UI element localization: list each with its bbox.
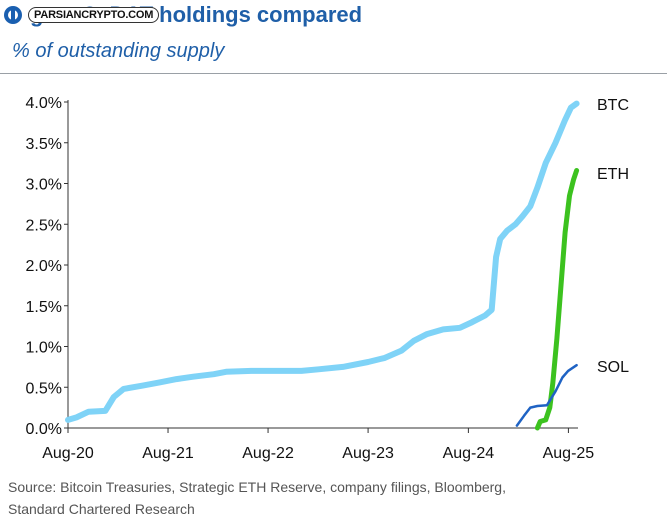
- series-label-sol: SOL: [597, 359, 629, 376]
- y-tick-label: 2.5%: [26, 217, 62, 234]
- parsiancrypto-logo-icon: [4, 6, 22, 24]
- y-tick-label: 1.0%: [26, 340, 62, 357]
- x-tick-label: Aug-24: [443, 445, 495, 462]
- x-tick-label: Aug-25: [543, 445, 595, 462]
- chart-subtitle: % of outstanding supply: [12, 40, 225, 62]
- series-line-btc: [65, 100, 580, 423]
- y-tick-label: 4.0%: [26, 95, 62, 112]
- x-tick-label: Aug-21: [142, 445, 194, 462]
- x-tick-label: Aug-23: [342, 445, 394, 462]
- y-tick-label: 0.5%: [26, 380, 62, 397]
- y-tick-label: 1.5%: [26, 299, 62, 316]
- source-line-2: Standard Chartered Research: [8, 501, 195, 517]
- series-line-sol: [515, 363, 578, 427]
- y-tick-label: 3.5%: [26, 136, 62, 153]
- x-tick-label: Aug-22: [242, 445, 294, 462]
- watermark: PARSIANCRYPTO.COM: [2, 4, 160, 26]
- y-tick-label: 3.0%: [26, 177, 62, 194]
- source-line-1: Source: Bitcoin Treasuries, Strategic ET…: [8, 479, 506, 495]
- series-label-btc: BTC: [597, 97, 629, 114]
- source-note: Source: Bitcoin Treasuries, Strategic ET…: [8, 476, 608, 520]
- series-line-eth: [534, 168, 580, 431]
- series-label-eth: ETH: [597, 166, 629, 183]
- y-tick-label: 0.0%: [26, 421, 62, 438]
- watermark-text: PARSIANCRYPTO.COM: [28, 7, 160, 23]
- y-tick-label: 2.0%: [26, 258, 62, 275]
- holdings-line-chart: 0.0% 0.5% 1.0% 1.5% 2.0% 2.5% 3.0% 3.5% 4.0% Aug-…: [26, 95, 630, 462]
- x-tick-label: Aug-20: [42, 445, 94, 462]
- header-divider: [0, 73, 667, 74]
